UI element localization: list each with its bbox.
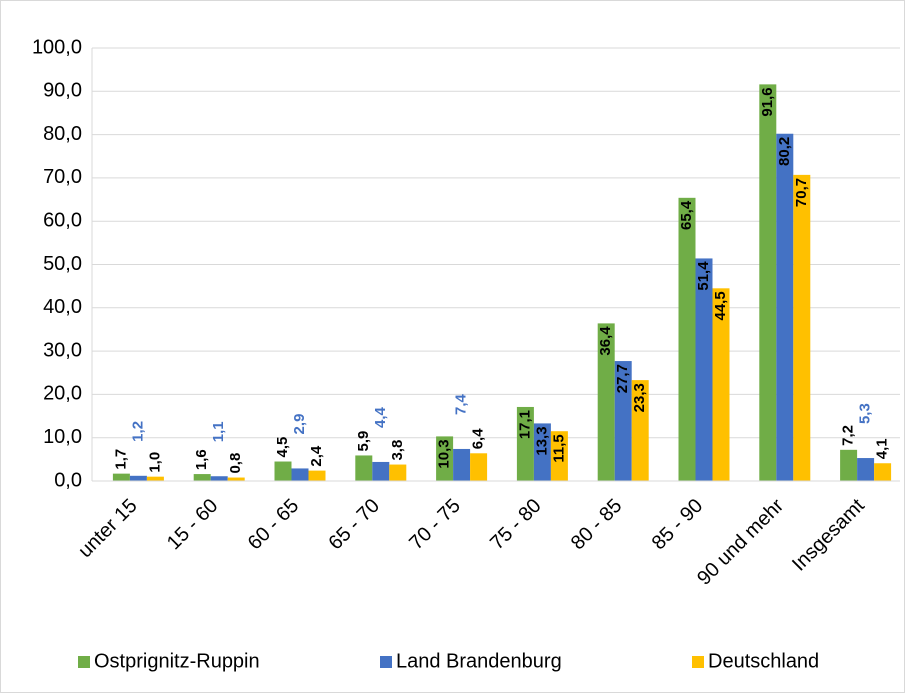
legend-label: Deutschland [708,650,819,672]
bar [776,133,794,481]
value-label: 70,7 [793,178,810,207]
value-label: 10,3 [436,439,453,468]
bar [695,258,713,481]
bar [291,468,309,481]
y-tick-label: 0,0 [54,469,82,491]
bar [470,453,488,481]
value-label: 4,4 [372,406,389,428]
value-label: 27,7 [614,364,631,393]
bar [355,455,373,481]
y-tick-label: 80,0 [43,123,82,145]
legend-swatch [692,656,704,668]
value-label: 0,8 [227,453,244,474]
value-label: 1,6 [193,449,210,470]
bar [372,461,390,481]
value-label: 7,4 [453,393,470,415]
y-tick-label: 60,0 [43,209,82,231]
value-label: 80,2 [776,137,793,166]
bar [112,473,130,481]
value-label: 3,8 [389,440,406,461]
value-label: 1,0 [146,452,163,473]
legend-swatch [380,656,392,668]
bar [712,288,730,481]
y-tick-label: 40,0 [43,296,82,318]
bar [129,475,147,481]
bar [146,476,164,481]
value-label: 91,6 [759,87,776,116]
legend-label: Ostprignitz-Ruppin [94,650,260,672]
value-label: 7,2 [840,425,857,446]
bar [210,476,228,481]
value-label: 1,1 [210,421,227,442]
bar [759,84,777,481]
bar [857,458,875,481]
y-tick-label: 70,0 [43,166,82,188]
y-tick-label: 10,0 [43,426,82,448]
bar [597,323,615,481]
bar [274,461,292,481]
bar [389,464,407,481]
y-tick-label: 50,0 [43,253,82,275]
y-tick-label: 100,0 [32,36,82,58]
value-label: 1,7 [112,449,129,470]
value-label: 2,4 [308,445,325,467]
bar [840,449,858,481]
y-tick-label: 30,0 [43,339,82,361]
bar [436,436,454,481]
value-label: 13,3 [533,426,550,455]
y-tick-label: 20,0 [43,383,82,405]
bar [874,463,892,481]
bar [631,380,649,481]
legend-label: Land Brandenburg [396,650,562,672]
bar [614,361,632,481]
value-label: 17,1 [516,410,533,439]
bar [533,423,551,481]
value-label: 36,4 [597,326,614,356]
value-label: 44,5 [712,291,729,320]
bar [793,174,811,481]
value-label: 4,5 [274,437,291,458]
value-label: 2,9 [291,414,308,435]
bar [308,470,326,481]
bar [678,197,696,481]
value-label: 11,5 [550,434,567,462]
bar [516,406,534,481]
value-label: 1,2 [129,421,146,442]
value-label: 23,3 [631,383,648,412]
legend-swatch [78,656,90,668]
bar [193,474,211,481]
value-label: 6,4 [470,428,487,450]
value-label: 5,9 [355,431,372,452]
value-label: 4,1 [874,438,891,459]
bar [227,477,245,481]
bar [453,448,471,481]
value-label: 5,3 [857,403,874,424]
y-tick-label: 90,0 [43,80,82,102]
value-label: 51,4 [695,261,712,291]
value-label: 65,4 [678,200,695,230]
bar [550,431,568,481]
